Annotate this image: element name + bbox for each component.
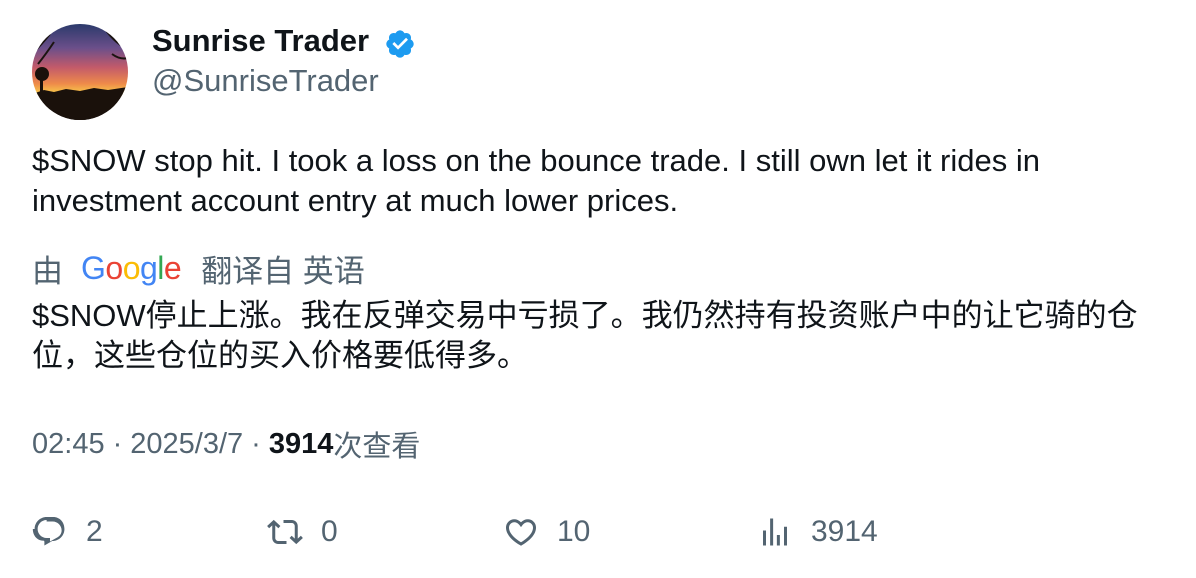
google-logo[interactable]: Google (81, 249, 182, 286)
meta-separator: · (112, 427, 123, 460)
like-button[interactable]: 10 (503, 508, 590, 556)
views-action-count: 3914 (811, 515, 878, 548)
retweet-icon (267, 519, 303, 545)
translated-text: $SNOW停止上涨。我在反弹交易中亏损了。我仍然持有投资账户中的让它骑的仓位，这… (32, 298, 1138, 373)
verified-badge-icon (386, 30, 414, 58)
heart-icon (505, 519, 537, 546)
meta-separator: · (251, 427, 261, 460)
analytics-bar-icon (763, 518, 787, 546)
translation-by-label: 由 (32, 253, 63, 289)
reply-icon (32, 517, 65, 546)
action-bar: 2 0 10 3914 (0, 508, 1196, 556)
retweet-count: 0 (321, 515, 338, 548)
display-name[interactable]: Sunrise Trader (152, 23, 370, 58)
view-count-label: 次查看 (333, 431, 421, 463)
tweet-text: $SNOW stop hit. I took a loss on the bou… (32, 143, 1040, 218)
reply-count: 2 (86, 515, 103, 548)
translation-source-label: 翻译自 英语 (201, 253, 365, 289)
like-count: 10 (557, 515, 591, 548)
tweet-time[interactable]: 02:45 (32, 427, 105, 460)
retweet-button[interactable]: 0 (267, 508, 338, 556)
views-button[interactable]: 3914 (757, 508, 878, 556)
user-handle[interactable]: @SunriseTrader (152, 63, 379, 98)
tweet-meta: 02:45 · 2025/3/7 · 3914 次查看 (32, 424, 420, 464)
sunset-landscape-avatar-icon (32, 24, 128, 120)
translation-attribution: 由 Google 翻译自 英语 (32, 246, 365, 290)
reply-button[interactable]: 2 (32, 508, 103, 556)
avatar[interactable] (32, 24, 128, 120)
tweet-date[interactable]: 2025/3/7 (130, 427, 244, 460)
view-count: 3914 (268, 427, 334, 460)
